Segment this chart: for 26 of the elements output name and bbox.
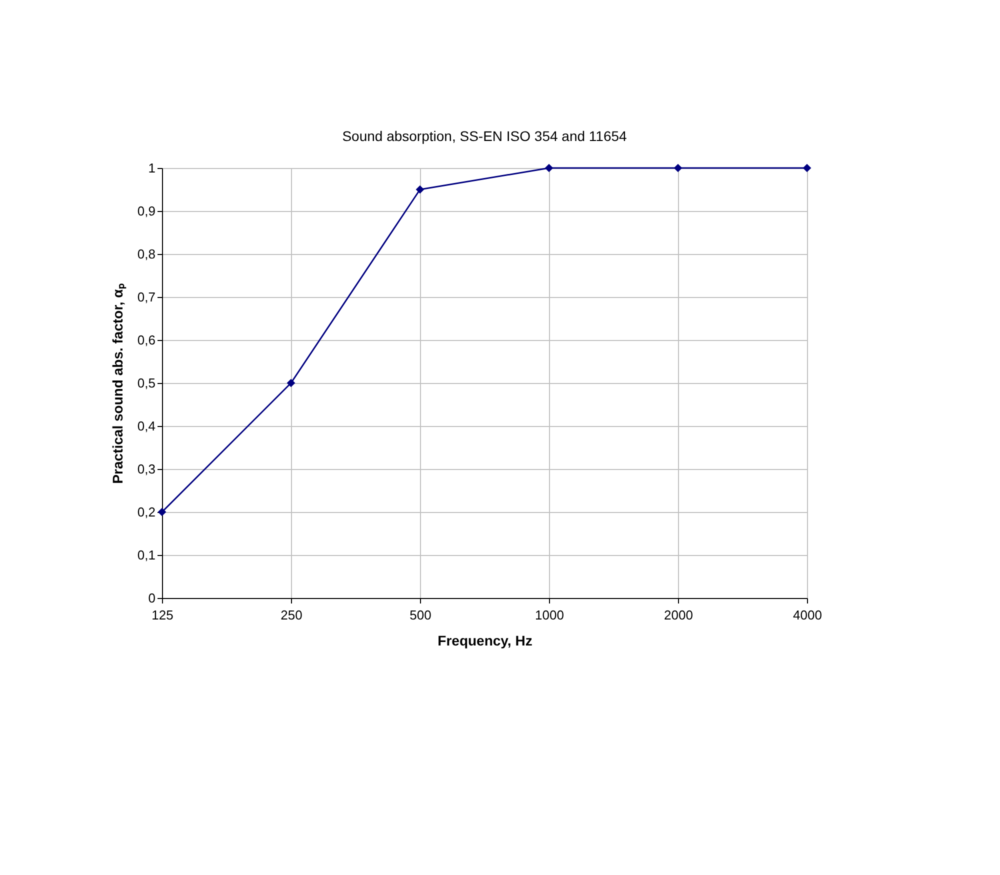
x-axis-title: Frequency, Hz (438, 632, 532, 648)
chart-title: Sound absorption, SS-EN ISO 354 and 11654 (342, 128, 628, 144)
y-tick-label: 0,2 (137, 504, 156, 520)
point (674, 164, 682, 172)
point (544, 164, 554, 172)
point (286, 378, 296, 388)
x-tick-label: 125 (152, 608, 174, 622)
y-tick-label: 0,8 (137, 246, 156, 262)
x-tick-label: 2000 (664, 608, 693, 622)
y-tick-label: 0,9 (137, 204, 156, 218)
point (802, 164, 812, 172)
x-tick-label: 500 (410, 608, 432, 622)
y-tick-label: 0,5 (137, 376, 156, 390)
y-tick-label: 0,1 (137, 548, 156, 562)
point (158, 508, 166, 516)
x-tick-label: 4000 (793, 608, 822, 622)
point (416, 185, 424, 194)
y-tick-label: 0,6 (137, 332, 156, 348)
y-tick-label: 1 (148, 160, 156, 176)
y-tick-label: 0,3 (137, 462, 156, 476)
y-axis-title: Practical sound abs. factor, αₚ (109, 283, 126, 484)
y-tick-label: 0 (148, 590, 156, 606)
x-tick-label: 250 (280, 608, 302, 622)
x-tick-label: 1000 (535, 608, 564, 622)
y-tick-label: 0,4 (137, 418, 156, 434)
y-tick-label: 0,7 (137, 290, 156, 304)
